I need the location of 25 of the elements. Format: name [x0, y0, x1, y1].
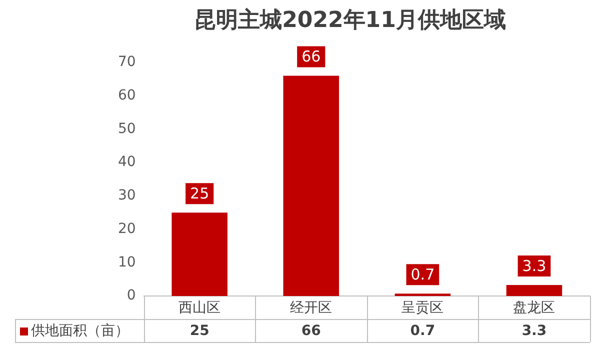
x-tick-label: 西山区	[178, 300, 221, 316]
data-label: 3.3	[522, 256, 546, 275]
text: 3.3	[522, 323, 547, 340]
text: 66	[301, 323, 321, 340]
legend-label: 供地面积（亩）	[31, 323, 129, 340]
x-tick-label: 经开区	[290, 300, 332, 316]
y-tick-label: 20	[118, 220, 136, 237]
y-tick-label: 50	[118, 120, 136, 137]
y-tick-label: 40	[118, 154, 136, 170]
y-tick-label: 70	[118, 54, 136, 70]
y-tick-label: 0	[126, 288, 136, 304]
bar	[506, 284, 562, 296]
text: 25	[190, 323, 210, 340]
text: 0.7	[410, 323, 436, 340]
x-tick-label: 呈贡区	[402, 300, 444, 316]
data-label: 66	[302, 48, 321, 66]
x-tick-label: 盘龙区	[513, 300, 556, 316]
y-tick-label: 30	[118, 188, 136, 204]
data-label: 0.7	[410, 266, 435, 284]
bar	[172, 212, 228, 296]
bar	[283, 76, 340, 296]
chart-title: 昆明主城2022年11月供地区域	[194, 6, 506, 33]
y-tick-label: 60	[118, 87, 136, 104]
y-tick-label: 10	[118, 254, 136, 270]
data-label: 25	[190, 184, 210, 202]
